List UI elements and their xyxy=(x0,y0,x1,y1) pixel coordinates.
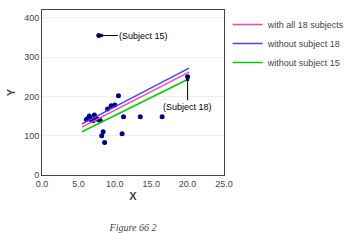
svg-text:0.0: 0.0 xyxy=(36,179,49,189)
svg-text:without subject 15: without subject 15 xyxy=(267,58,340,68)
svg-text:without subject 18: without subject 18 xyxy=(267,39,340,49)
svg-text:200: 200 xyxy=(24,92,39,102)
svg-text:with all 18 subjects: with all 18 subjects xyxy=(267,20,344,30)
svg-text:15.0: 15.0 xyxy=(142,179,160,189)
svg-text:100: 100 xyxy=(24,131,39,141)
svg-text:X: X xyxy=(129,190,137,202)
svg-text:(Subject 18): (Subject 18) xyxy=(163,102,212,112)
svg-text:300: 300 xyxy=(24,52,39,62)
svg-text:(Subject 15): (Subject 15) xyxy=(119,31,168,41)
svg-text:Y: Y xyxy=(5,88,17,96)
svg-text:0: 0 xyxy=(34,170,39,180)
svg-text:400: 400 xyxy=(24,13,39,23)
svg-text:20.0: 20.0 xyxy=(179,179,197,189)
svg-text:10.0: 10.0 xyxy=(106,179,124,189)
svg-text:5.0: 5.0 xyxy=(72,179,85,189)
svg-text:Figure 66 2: Figure 66 2 xyxy=(109,222,157,233)
svg-text:25.0: 25.0 xyxy=(215,179,233,189)
